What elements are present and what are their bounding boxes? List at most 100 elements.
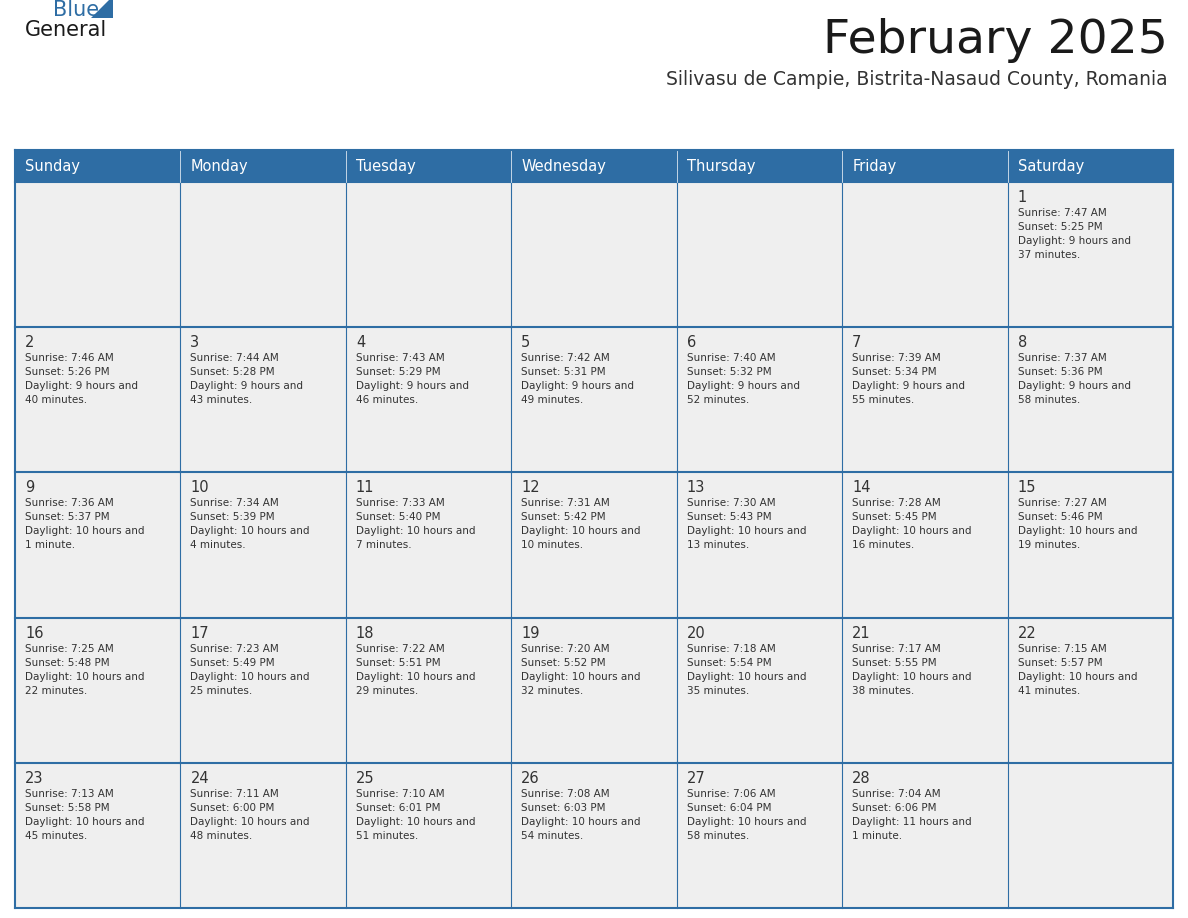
- Bar: [15, 618, 181, 763]
- Text: Daylight: 9 hours and: Daylight: 9 hours and: [522, 381, 634, 391]
- Text: Daylight: 10 hours and: Daylight: 10 hours and: [356, 817, 475, 827]
- Text: Sunrise: 7:23 AM: Sunrise: 7:23 AM: [190, 644, 279, 654]
- Text: Blue: Blue: [53, 0, 99, 20]
- Text: Sunrise: 7:39 AM: Sunrise: 7:39 AM: [852, 353, 941, 364]
- Bar: [15, 473, 181, 618]
- Text: 8: 8: [1018, 335, 1026, 350]
- Text: 5: 5: [522, 335, 531, 350]
- Bar: [346, 473, 511, 618]
- Text: 12: 12: [522, 480, 539, 496]
- Text: Sunset: 6:00 PM: Sunset: 6:00 PM: [190, 803, 274, 812]
- Text: Daylight: 9 hours and: Daylight: 9 hours and: [1018, 236, 1131, 246]
- Text: 48 minutes.: 48 minutes.: [190, 831, 253, 841]
- Text: Daylight: 9 hours and: Daylight: 9 hours and: [25, 381, 138, 391]
- Text: 4 minutes.: 4 minutes.: [190, 541, 246, 551]
- Text: Sunrise: 7:04 AM: Sunrise: 7:04 AM: [852, 789, 941, 799]
- Bar: [181, 618, 346, 763]
- Bar: [1007, 150, 1173, 182]
- Text: Daylight: 10 hours and: Daylight: 10 hours and: [852, 672, 972, 681]
- Text: 25 minutes.: 25 minutes.: [190, 686, 253, 696]
- Bar: [677, 182, 842, 327]
- Text: Sunrise: 7:28 AM: Sunrise: 7:28 AM: [852, 498, 941, 509]
- Bar: [677, 473, 842, 618]
- Text: 45 minutes.: 45 minutes.: [25, 831, 87, 841]
- Text: Sunset: 5:40 PM: Sunset: 5:40 PM: [356, 512, 441, 522]
- Text: Sunrise: 7:13 AM: Sunrise: 7:13 AM: [25, 789, 114, 799]
- Text: Sunset: 5:51 PM: Sunset: 5:51 PM: [356, 657, 441, 667]
- Text: 52 minutes.: 52 minutes.: [687, 396, 748, 405]
- Bar: [677, 618, 842, 763]
- Polygon shape: [91, 0, 113, 18]
- Text: Daylight: 9 hours and: Daylight: 9 hours and: [852, 381, 965, 391]
- Text: Sunrise: 7:08 AM: Sunrise: 7:08 AM: [522, 789, 609, 799]
- Text: 10 minutes.: 10 minutes.: [522, 541, 583, 551]
- Bar: [1007, 473, 1173, 618]
- Text: Daylight: 10 hours and: Daylight: 10 hours and: [1018, 526, 1137, 536]
- Text: 16 minutes.: 16 minutes.: [852, 541, 915, 551]
- Text: Sunset: 5:25 PM: Sunset: 5:25 PM: [1018, 222, 1102, 232]
- Text: 20: 20: [687, 625, 706, 641]
- Text: Sunset: 5:31 PM: Sunset: 5:31 PM: [522, 367, 606, 377]
- Bar: [181, 473, 346, 618]
- Text: Silivasu de Campie, Bistrita-Nasaud County, Romania: Silivasu de Campie, Bistrita-Nasaud Coun…: [666, 70, 1168, 89]
- Text: 11: 11: [356, 480, 374, 496]
- Text: 24: 24: [190, 771, 209, 786]
- Text: 16: 16: [25, 625, 44, 641]
- Text: Sunset: 5:58 PM: Sunset: 5:58 PM: [25, 803, 109, 812]
- Text: 32 minutes.: 32 minutes.: [522, 686, 583, 696]
- Text: Daylight: 11 hours and: Daylight: 11 hours and: [852, 817, 972, 827]
- Text: Sunrise: 7:34 AM: Sunrise: 7:34 AM: [190, 498, 279, 509]
- Text: Sunset: 5:39 PM: Sunset: 5:39 PM: [190, 512, 276, 522]
- Text: Daylight: 10 hours and: Daylight: 10 hours and: [190, 817, 310, 827]
- Bar: [1007, 618, 1173, 763]
- Bar: [677, 327, 842, 473]
- Bar: [15, 763, 181, 908]
- Text: Daylight: 10 hours and: Daylight: 10 hours and: [522, 672, 640, 681]
- Text: 7 minutes.: 7 minutes.: [356, 541, 411, 551]
- Text: Sunset: 5:37 PM: Sunset: 5:37 PM: [25, 512, 109, 522]
- Text: Daylight: 10 hours and: Daylight: 10 hours and: [1018, 672, 1137, 681]
- Text: 46 minutes.: 46 minutes.: [356, 396, 418, 405]
- Text: Daylight: 10 hours and: Daylight: 10 hours and: [852, 526, 972, 536]
- Text: 23: 23: [25, 771, 44, 786]
- Text: Daylight: 10 hours and: Daylight: 10 hours and: [687, 526, 807, 536]
- Text: 51 minutes.: 51 minutes.: [356, 831, 418, 841]
- Text: Sunset: 6:03 PM: Sunset: 6:03 PM: [522, 803, 606, 812]
- Bar: [842, 473, 1007, 618]
- Text: 14: 14: [852, 480, 871, 496]
- Bar: [511, 327, 677, 473]
- Text: Daylight: 10 hours and: Daylight: 10 hours and: [687, 817, 807, 827]
- Bar: [346, 182, 511, 327]
- Text: Sunrise: 7:15 AM: Sunrise: 7:15 AM: [1018, 644, 1106, 654]
- Text: Sunrise: 7:17 AM: Sunrise: 7:17 AM: [852, 644, 941, 654]
- Text: General: General: [25, 20, 107, 40]
- Bar: [842, 618, 1007, 763]
- Bar: [842, 182, 1007, 327]
- Text: 1: 1: [1018, 190, 1026, 205]
- Text: Sunrise: 7:33 AM: Sunrise: 7:33 AM: [356, 498, 444, 509]
- Text: Sunrise: 7:36 AM: Sunrise: 7:36 AM: [25, 498, 114, 509]
- Text: 28: 28: [852, 771, 871, 786]
- Text: Sunset: 6:04 PM: Sunset: 6:04 PM: [687, 803, 771, 812]
- Text: Sunset: 5:26 PM: Sunset: 5:26 PM: [25, 367, 109, 377]
- Text: Sunrise: 7:37 AM: Sunrise: 7:37 AM: [1018, 353, 1106, 364]
- Text: Daylight: 10 hours and: Daylight: 10 hours and: [25, 672, 145, 681]
- Text: 55 minutes.: 55 minutes.: [852, 396, 915, 405]
- Text: 13 minutes.: 13 minutes.: [687, 541, 748, 551]
- Bar: [181, 182, 346, 327]
- Text: 7: 7: [852, 335, 861, 350]
- Text: Sunset: 5:57 PM: Sunset: 5:57 PM: [1018, 657, 1102, 667]
- Bar: [511, 150, 677, 182]
- Bar: [1007, 327, 1173, 473]
- Text: 17: 17: [190, 625, 209, 641]
- Text: 1 minute.: 1 minute.: [25, 541, 75, 551]
- Text: Daylight: 10 hours and: Daylight: 10 hours and: [190, 672, 310, 681]
- Text: Sunrise: 7:30 AM: Sunrise: 7:30 AM: [687, 498, 776, 509]
- Bar: [346, 618, 511, 763]
- Bar: [511, 763, 677, 908]
- Text: 38 minutes.: 38 minutes.: [852, 686, 915, 696]
- Text: 6: 6: [687, 335, 696, 350]
- Text: Saturday: Saturday: [1018, 159, 1083, 174]
- Text: 58 minutes.: 58 minutes.: [1018, 396, 1080, 405]
- Text: 58 minutes.: 58 minutes.: [687, 831, 748, 841]
